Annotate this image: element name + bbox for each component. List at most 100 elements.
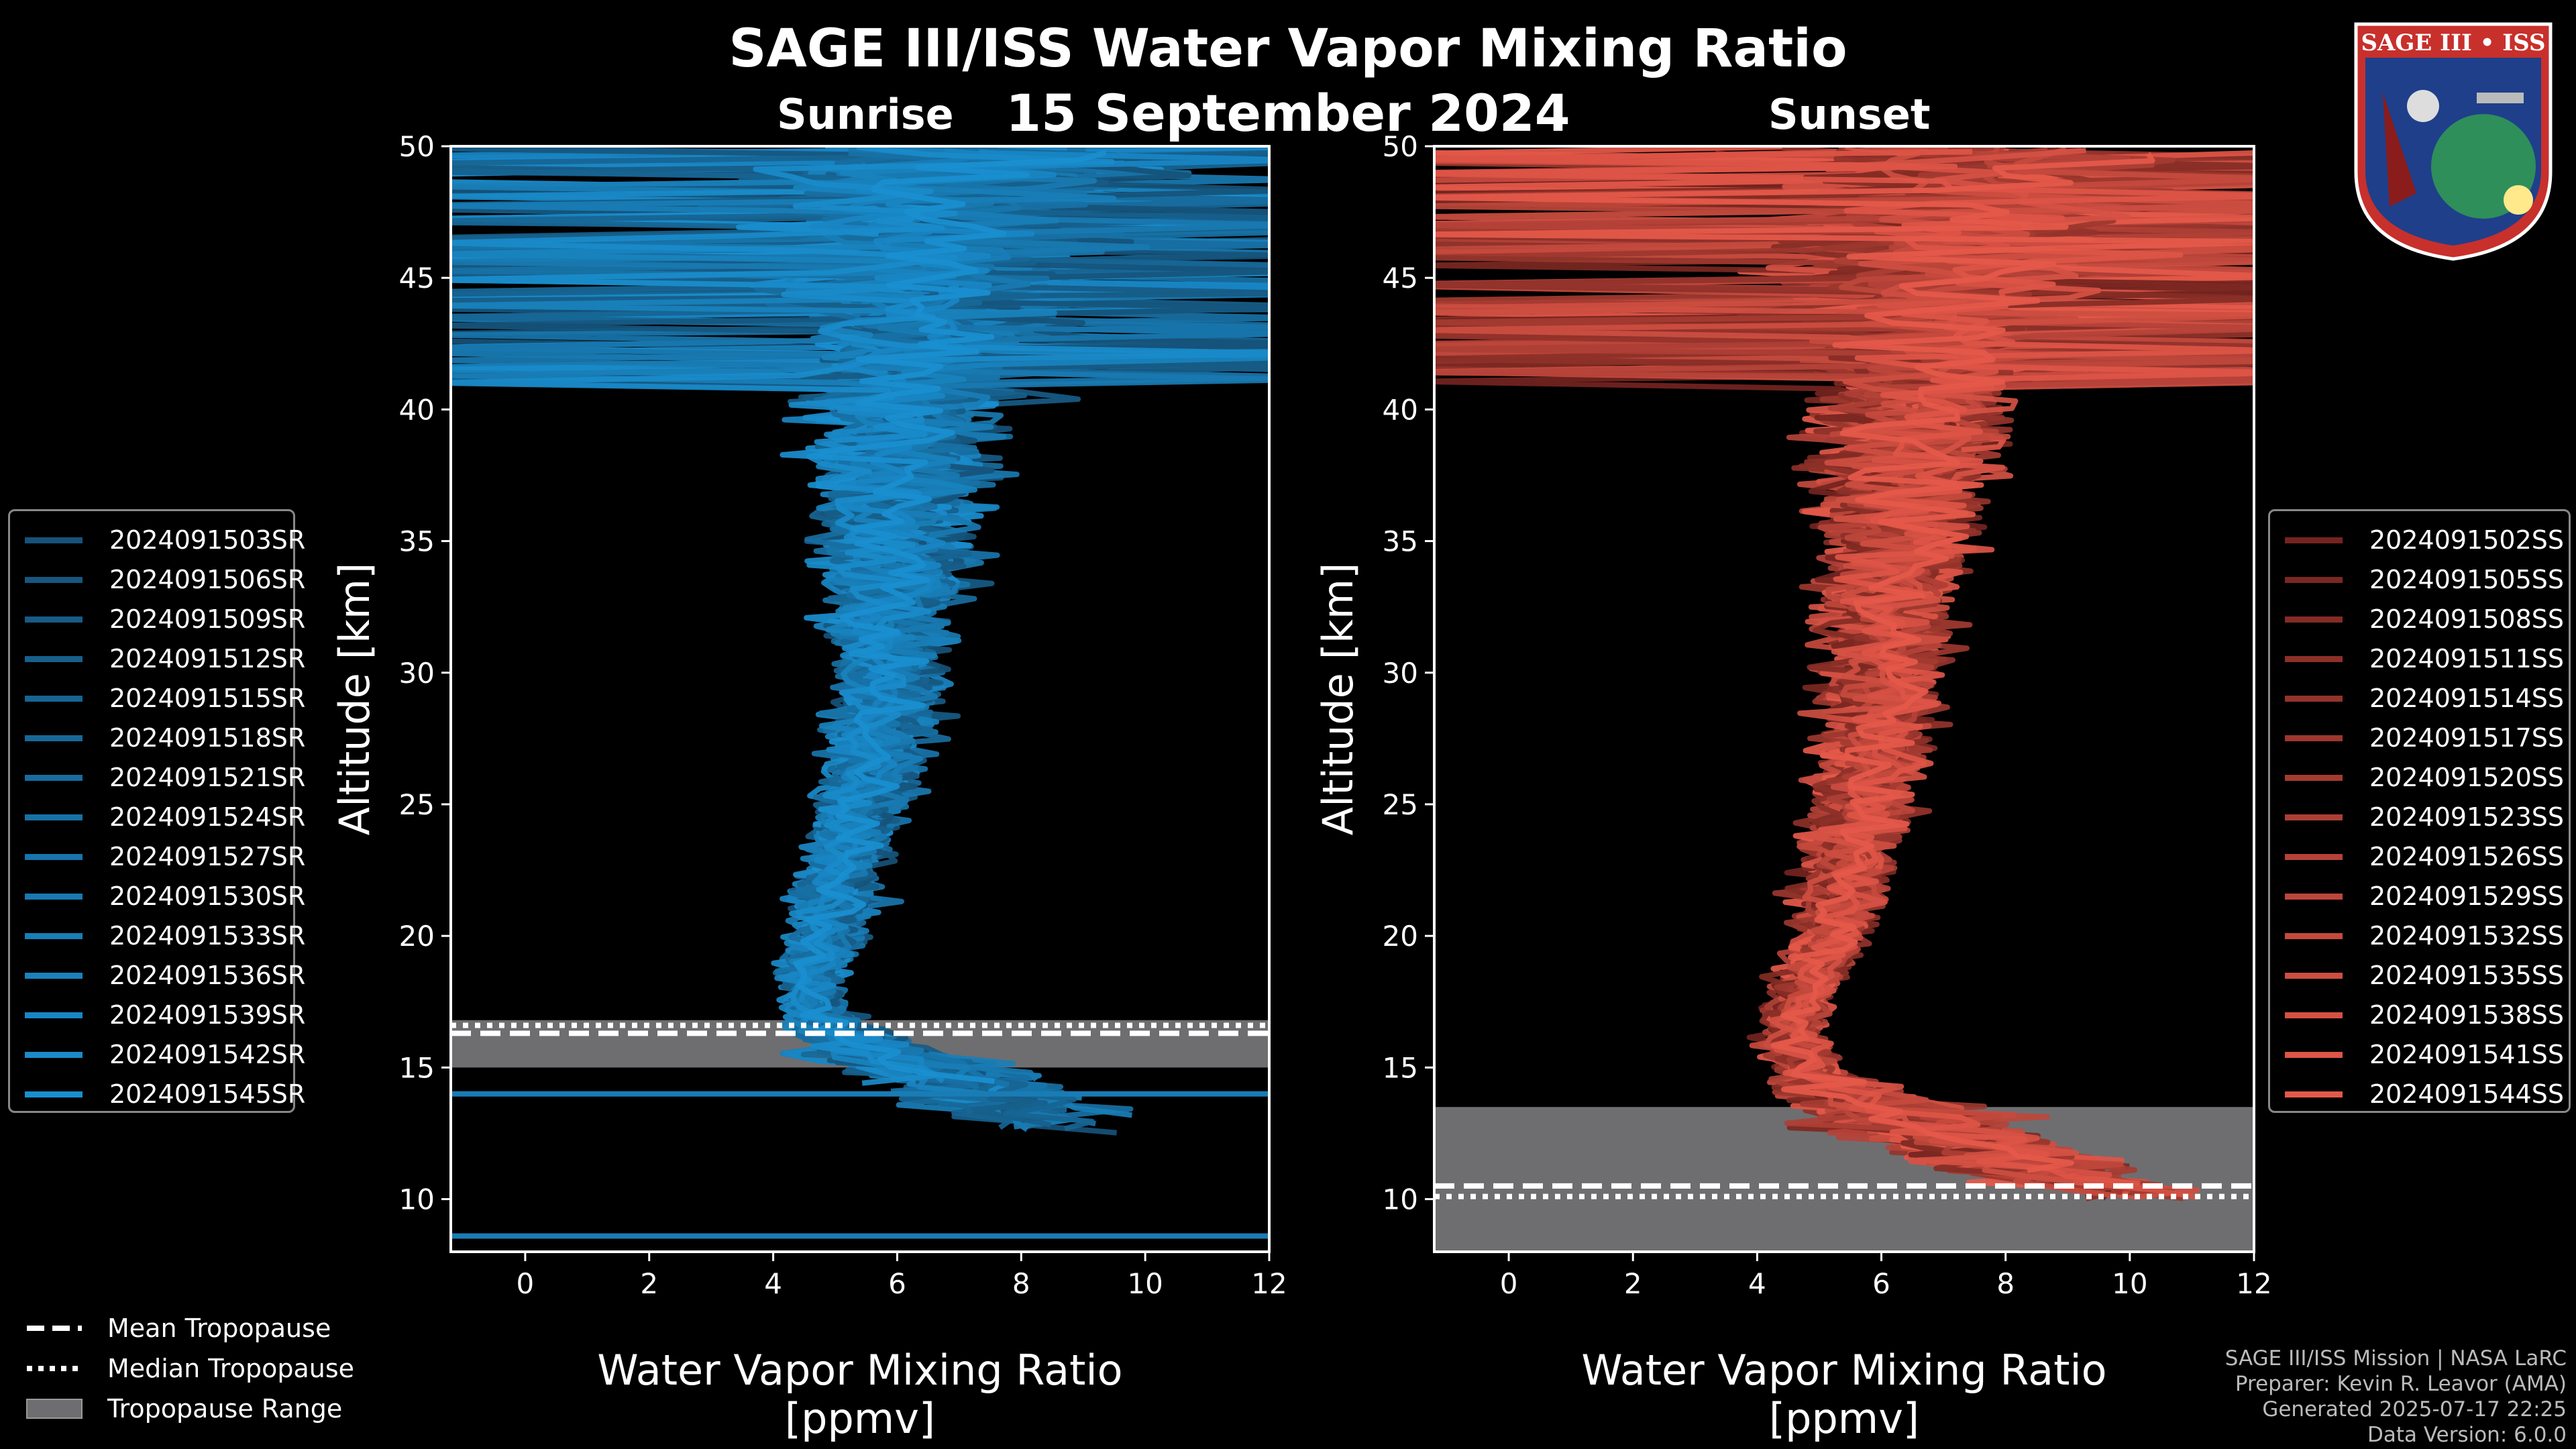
sunrise-x-tick-label: 10 — [1127, 1267, 1163, 1300]
tropopause-range-swatch — [26, 1399, 83, 1419]
sunrise-x-tick-label: 6 — [888, 1267, 906, 1300]
legend-entry-2024091508SS: 2024091508SS — [2270, 600, 2564, 639]
legend-swatch — [25, 616, 83, 623]
sunset-y-tick-label: 45 — [1383, 262, 1418, 294]
legend-swatch — [25, 695, 83, 702]
legend-entry-2024091520SS: 2024091520SS — [2270, 758, 2564, 797]
sunrise-legend: 2024091503SR 2024091506SR 2024091509SR 2024… — [8, 509, 305, 1113]
sunset-x-tick-label: 0 — [1500, 1267, 1518, 1300]
profile-2024091539SR — [774, 150, 1269, 1084]
sunset-y-tick-label: 15 — [1383, 1051, 1418, 1084]
legend-label: 2024091541SS — [2369, 1040, 2565, 1069]
legend-swatch — [25, 932, 83, 939]
legend-entry-2024091517SS: 2024091517SS — [2270, 718, 2564, 757]
sunrise-x-tick-label: 2 — [640, 1267, 658, 1300]
profile-2024091545SR — [780, 150, 1107, 1084]
legend-swatch — [25, 1051, 83, 1058]
legend-label: 2024091544SS — [2369, 1079, 2565, 1109]
legend-swatch — [2285, 655, 2343, 662]
legend-entry-2024091503SR: 2024091503SR — [10, 521, 305, 559]
sage-iii-iss-logo: SAGE III • ISS — [2343, 12, 2564, 264]
legend-entry-2024091527SR: 2024091527SR — [10, 837, 305, 876]
legend-swatch — [25, 1091, 83, 1097]
legend-label: 2024091529SS — [2369, 881, 2565, 911]
sunrise-y-axis-label: Altitude [km] — [330, 563, 379, 836]
sunrise-x-tick-label: 12 — [1251, 1267, 1287, 1300]
credit-mission: SAGE III/ISS Mission | NASA LaRC — [2224, 1346, 2567, 1371]
sunrise-y-tick-label: 25 — [399, 788, 435, 821]
legend-swatch — [2285, 1012, 2343, 1018]
legend-label: 2024091511SS — [2369, 644, 2565, 674]
legend-label: 2024091506SR — [109, 565, 306, 594]
sunset-panel-label: Sunset — [1768, 90, 1931, 139]
legend-entry-2024091514SS: 2024091514SS — [2270, 679, 2564, 718]
legend-label: 2024091512SR — [109, 644, 306, 674]
legend-entry-2024091509SR: 2024091509SR — [10, 600, 305, 639]
legend-swatch — [2285, 1091, 2343, 1097]
sunset-y-axis-label: Altitude [km] — [1313, 563, 1362, 836]
legend-label: 2024091509SR — [109, 604, 306, 634]
legend-swatch — [25, 537, 83, 543]
sunset-x-axis-label: [ppmv] — [1769, 1394, 1919, 1443]
legend-swatch — [25, 655, 83, 662]
sunrise-y-tick-label: 50 — [399, 130, 435, 163]
sunrise-x-tick-label: 8 — [1012, 1267, 1030, 1300]
sunrise-y-tick-label: 40 — [399, 393, 435, 426]
legend-label: 2024091514SS — [2369, 684, 2565, 713]
legend-label: 2024091524SR — [109, 802, 306, 832]
sunset-panel: 0 2 4 6 8 10 12 10 15 20 25 30 35 40 45 50 Water Vapor M… — [1313, 130, 2272, 1443]
sunrise-x-tick-label: 4 — [764, 1267, 782, 1300]
legend-label: 2024091542SR — [109, 1040, 306, 1069]
legend-swatch — [2285, 616, 2343, 623]
legend-swatch — [25, 972, 83, 979]
credits-block: SAGE III/ISS Mission | NASA LaRC Prepare… — [2225, 1346, 2567, 1448]
sunset-axes-frame — [1433, 145, 2255, 1253]
legend-swatch — [2285, 814, 2343, 820]
legend-swatch — [2285, 1051, 2343, 1058]
sunset-y-tick-label: 20 — [1383, 920, 1418, 953]
tropopause-legend: Mean Tropopause Median Tropopause Tropop… — [24, 1308, 354, 1429]
legend-entry-2024091542SR: 2024091542SR — [10, 1035, 305, 1074]
sunset-y-tick-label: 50 — [1383, 130, 1418, 163]
mean-tropopause-swatch — [27, 1326, 82, 1331]
legend-entry-2024091505SS: 2024091505SS — [2270, 560, 2564, 599]
legend-label: 2024091535SS — [2369, 961, 2565, 990]
legend-swatch — [2285, 735, 2343, 741]
sunset-x-axis-label: Water Vapor Mixing Ratio — [1581, 1346, 2106, 1395]
sunset-x-tick-label: 12 — [2236, 1267, 2271, 1300]
legend-swatch — [25, 853, 83, 860]
legend-label: 2024091526SS — [2369, 842, 2565, 871]
legend-entry-2024091526SS: 2024091526SS — [2270, 837, 2564, 876]
credit-version: Data Version: 6.0.0 — [2367, 1423, 2567, 1447]
sunset-y-tick-label: 35 — [1383, 525, 1418, 558]
legend-label: 2024091527SR — [109, 842, 306, 871]
legend-swatch — [25, 893, 83, 900]
legend-swatch — [2285, 853, 2343, 860]
legend-entry-2024091536SR: 2024091536SR — [10, 956, 305, 995]
legend-entry-2024091521SR: 2024091521SR — [10, 758, 305, 797]
sunrise-x-axis-label: [ppmv] — [785, 1394, 935, 1443]
sunset-x-tick-label: 8 — [1996, 1267, 2015, 1300]
legend-label: 2024091532SS — [2369, 921, 2565, 951]
legend-label: 2024091520SS — [2369, 763, 2565, 792]
legend-entry-2024091512SR: 2024091512SR — [10, 639, 305, 678]
legend-swatch — [2285, 695, 2343, 702]
legend-label: 2024091533SR — [109, 921, 306, 951]
legend-label: 2024091521SR — [109, 763, 306, 792]
legend-label: 2024091515SR — [109, 684, 306, 713]
legend-entry-2024091533SR: 2024091533SR — [10, 916, 305, 955]
sunrise-y-tick-label: 20 — [399, 920, 435, 953]
legend-entry-2024091530SR: 2024091530SR — [10, 877, 305, 916]
legend-label: 2024091538SS — [2369, 1000, 2565, 1030]
sunrise-x-axis-label: Water Vapor Mixing Ratio — [597, 1346, 1122, 1395]
legend-entry-2024091511SS: 2024091511SS — [2270, 639, 2564, 678]
sunrise-y-tick-label: 35 — [399, 525, 435, 558]
legend-entry-2024091535SS: 2024091535SS — [2270, 956, 2564, 995]
legend-entry-2024091523SS: 2024091523SS — [2270, 798, 2564, 837]
legend-label: 2024091505SS — [2369, 565, 2565, 594]
legend-swatch — [2285, 972, 2343, 979]
profile-2024091544SS — [1434, 152, 2254, 1173]
legend-swatch — [2285, 893, 2343, 900]
chart-date: 15 September 2024 — [1006, 83, 1570, 143]
